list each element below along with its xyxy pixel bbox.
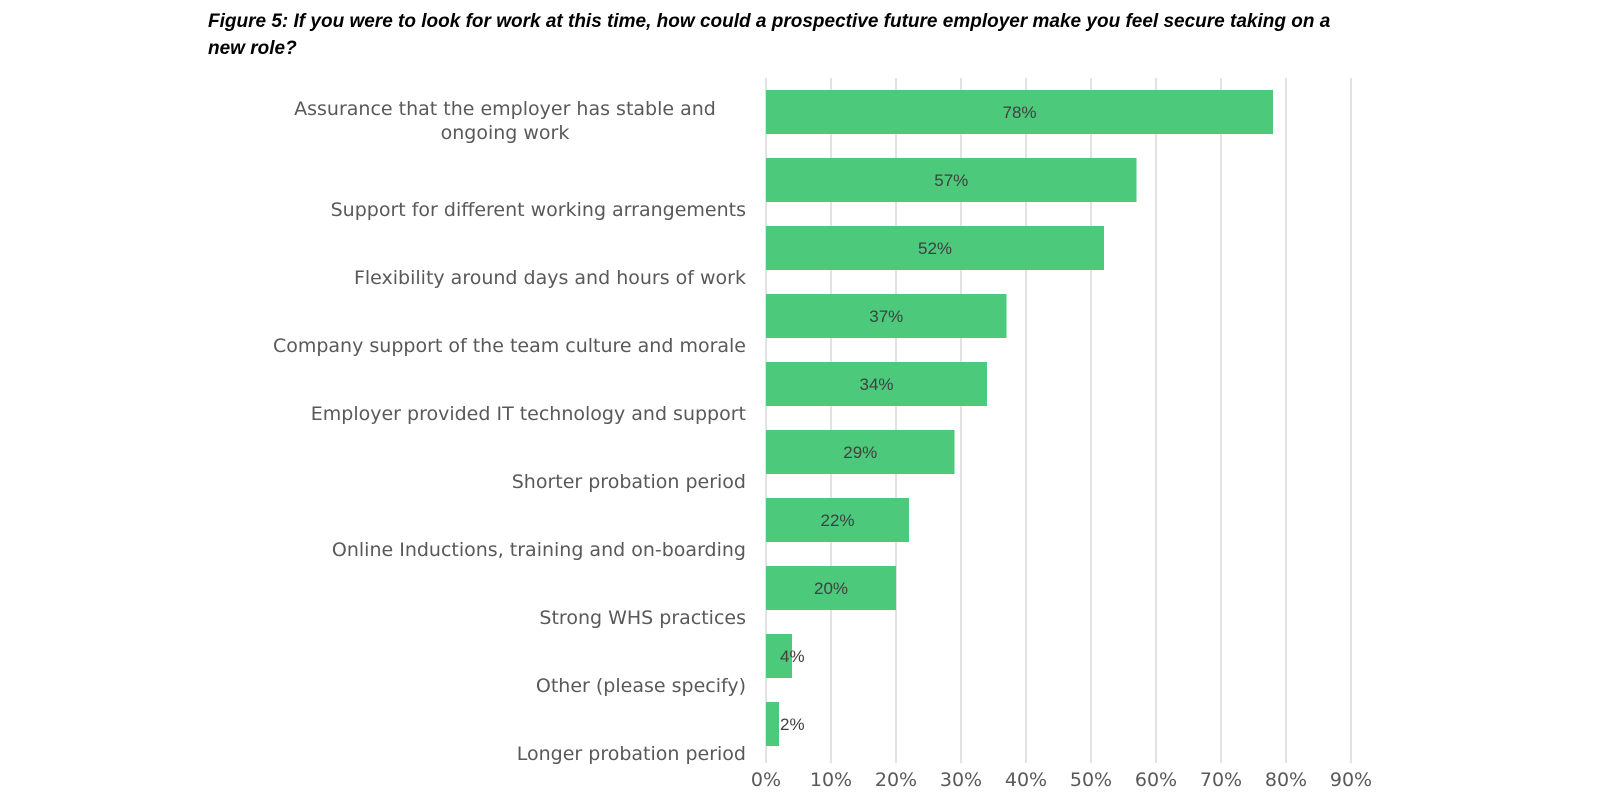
category-label: Flexibility around days and hours of wor… <box>354 267 746 289</box>
x-tick-label: 40% <box>1005 769 1047 791</box>
x-tick-label: 20% <box>875 769 917 791</box>
bar <box>766 430 955 474</box>
data-label: 52% <box>918 239 952 258</box>
category-label: Other (please specify) <box>536 675 746 697</box>
data-label: 78% <box>1002 103 1036 122</box>
category-label: Online Inductions, training and on-board… <box>332 539 746 561</box>
x-tick-label: 50% <box>1070 769 1112 791</box>
category-label: Company support of the team culture and … <box>273 335 746 357</box>
x-tick-label: 60% <box>1135 769 1177 791</box>
bar <box>766 226 1104 270</box>
bar <box>766 362 987 406</box>
x-tick-label: 90% <box>1330 769 1372 791</box>
data-label: 22% <box>820 511 854 530</box>
category-label: Strong WHS practices <box>539 607 746 629</box>
x-tick-label: 80% <box>1265 769 1307 791</box>
data-label: 57% <box>934 171 968 190</box>
x-tick-label: 10% <box>810 769 852 791</box>
data-label: 34% <box>859 375 893 394</box>
category-label: Longer probation period <box>517 743 746 765</box>
bar <box>766 294 1007 338</box>
data-labels: 78% 57% 52% 37% 34% 29% 22% 20% 4% 2% <box>780 103 1037 734</box>
bars <box>766 90 1273 746</box>
category-label: Employer provided IT technology and supp… <box>311 403 746 425</box>
category-label: Shorter probation period <box>512 471 746 493</box>
data-label: 4% <box>780 647 805 666</box>
bar <box>766 498 909 542</box>
data-label: 2% <box>780 715 805 734</box>
bar <box>766 566 896 610</box>
bar <box>766 158 1137 202</box>
bar <box>766 702 779 746</box>
bar <box>766 634 792 678</box>
x-tick-labels: 0% 10% 20% 30% 40% 50% 60% 70% 80% 90% <box>751 769 1372 791</box>
category-label: Support for different working arrangemen… <box>331 199 746 221</box>
figure-title: Figure 5: If you were to look for work a… <box>208 11 1331 59</box>
data-label: 37% <box>869 307 903 326</box>
data-label: 20% <box>814 579 848 598</box>
category-label: Assurance that the employer has stable a… <box>294 98 716 144</box>
category-labels: Assurance that the employer has stable a… <box>273 98 746 765</box>
x-tick-label: 0% <box>751 769 781 791</box>
x-tick-label: 30% <box>940 769 982 791</box>
data-label: 29% <box>843 443 877 462</box>
x-tick-label: 70% <box>1200 769 1242 791</box>
bar <box>766 90 1273 134</box>
